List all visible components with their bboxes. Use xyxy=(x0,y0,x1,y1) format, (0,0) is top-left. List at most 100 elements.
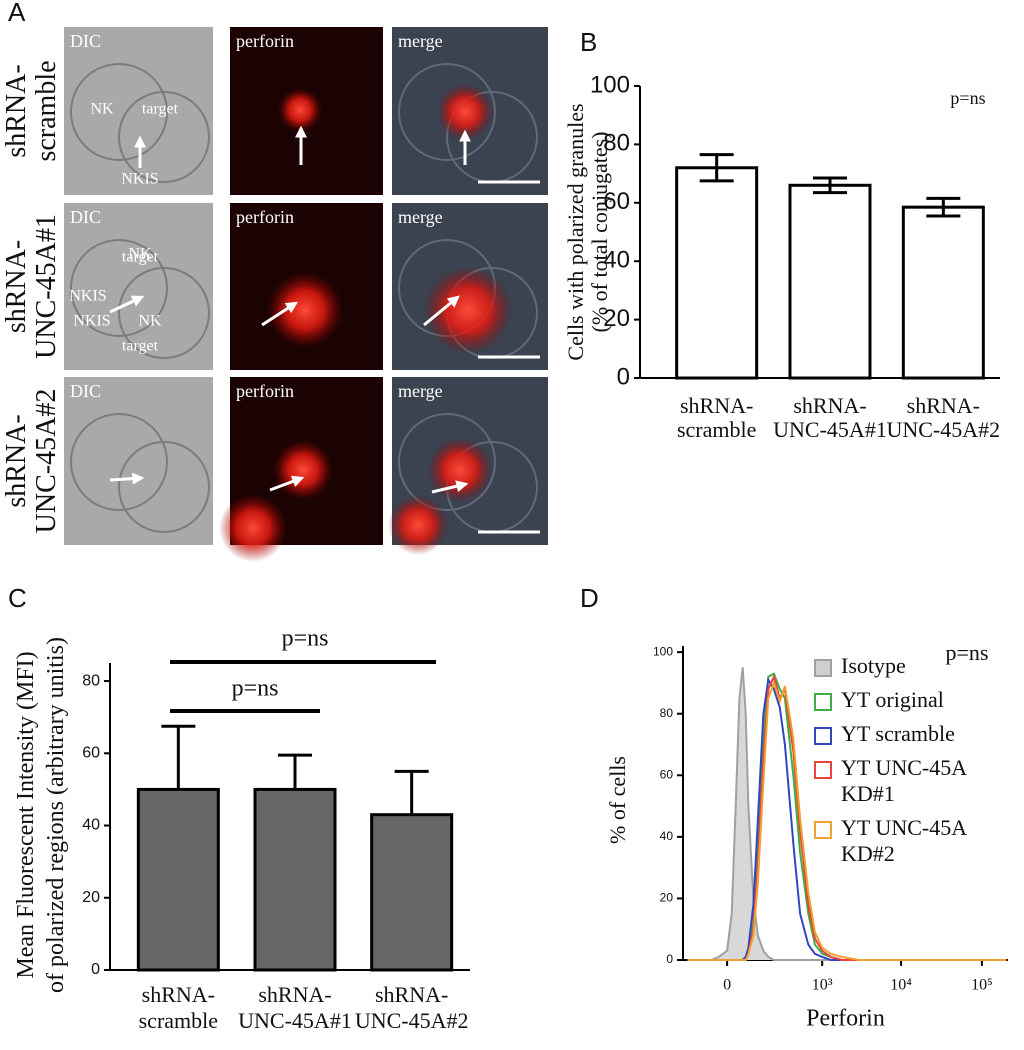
image-tile xyxy=(64,203,213,370)
cell-outline xyxy=(398,413,496,511)
y-tick-label: 60 xyxy=(82,745,100,762)
tile-label: DIC xyxy=(70,31,101,51)
error-bar xyxy=(926,196,961,218)
tile-label: merge xyxy=(398,381,443,401)
y-tick-label: 20 xyxy=(660,891,674,905)
y-tick-label: 0 xyxy=(617,363,630,390)
fluorescence xyxy=(273,440,333,500)
y-tick-label: 20 xyxy=(82,889,100,906)
arrow xyxy=(423,295,460,327)
arrow xyxy=(269,475,305,492)
panel-label: C xyxy=(8,583,27,613)
y-tick-label: 40 xyxy=(660,829,674,843)
tile-label: DIC xyxy=(70,207,101,227)
legend-label: Isotype xyxy=(841,653,906,678)
x-tick-label: 10⁵ xyxy=(971,977,993,994)
legend-swatch xyxy=(814,693,832,711)
legend-swatch xyxy=(814,821,832,839)
legend-label: YT scramble xyxy=(841,721,955,746)
fluorescence xyxy=(267,272,343,348)
y-tick-label: 40 xyxy=(82,817,100,834)
fluorescence xyxy=(437,84,493,140)
annotation: p=ns xyxy=(282,626,329,652)
bar xyxy=(370,813,454,972)
cell-annotation: NKIS xyxy=(73,313,110,330)
fluorescence xyxy=(424,266,512,354)
x-tick-label: shRNA-scramble xyxy=(139,982,218,1033)
arrow xyxy=(109,295,145,314)
tile-label: perforin xyxy=(236,207,294,227)
y-tick-label: 80 xyxy=(82,672,100,689)
error-bar xyxy=(161,724,196,790)
cell-annotation: NKIS xyxy=(69,288,106,305)
arrow xyxy=(261,301,299,327)
error-bar xyxy=(278,753,312,790)
cell-annotation: target xyxy=(122,249,159,266)
panel-label: A xyxy=(8,0,26,27)
cell-annotation: NK xyxy=(128,246,152,263)
tile-label: merge xyxy=(398,207,443,227)
tile-label: DIC xyxy=(70,381,101,401)
y-tick-label: 60 xyxy=(660,767,674,781)
fluorescence xyxy=(219,494,287,562)
legend-swatch xyxy=(814,727,832,745)
series-line xyxy=(687,679,1007,961)
cell-outline xyxy=(118,91,210,183)
cell-outline xyxy=(118,441,210,533)
bar xyxy=(136,787,220,972)
y-axis-label: Cells with polarized granules(% of total… xyxy=(563,103,612,360)
cell-annotation: target xyxy=(142,101,179,118)
legend-swatch xyxy=(814,659,832,677)
y-tick-label: 0 xyxy=(91,961,100,978)
image-tile xyxy=(64,377,213,545)
y-axis-label: Mean Fluorescent Intensity (MFI) of polar… xyxy=(13,637,69,993)
bar xyxy=(675,166,759,380)
legend-label: YT UNC-45A KD#1 xyxy=(841,755,967,806)
bar xyxy=(901,205,985,380)
legend-label: YT UNC-45A KD#2 xyxy=(841,815,967,866)
row-label: shRNA-UNC-45A#2 xyxy=(1,389,62,534)
y-tick-label: 80 xyxy=(660,706,674,720)
row-label: shRNA-UNC-45A#1 xyxy=(1,214,62,359)
panel-label: B xyxy=(580,27,597,57)
cell-outline xyxy=(70,63,168,161)
x-tick-label: 0 xyxy=(723,977,731,994)
cell-outline xyxy=(118,267,210,359)
cell-annotation: target xyxy=(122,338,159,355)
arrow xyxy=(431,480,469,494)
cell-annotation: NK xyxy=(138,313,162,330)
y-tick-label: 20 xyxy=(603,305,630,332)
y-tick-label: 100 xyxy=(590,71,630,98)
bar xyxy=(788,183,872,380)
error-bar xyxy=(394,769,429,815)
annotation: p=ns xyxy=(950,88,985,108)
y-tick-label: 40 xyxy=(603,247,630,274)
fluorescence xyxy=(428,438,492,502)
x-tick-label: 10³ xyxy=(812,977,833,994)
y-tick-label: 100 xyxy=(653,644,673,658)
y-tick-label: 60 xyxy=(603,188,630,215)
tile-label: perforin xyxy=(236,31,294,51)
error-bar xyxy=(699,153,734,183)
y-axis-label: % of cells xyxy=(605,756,630,844)
x-tick-label: shRNA-UNC-45A#2 xyxy=(886,393,1000,442)
legend-label: YT original xyxy=(841,687,944,712)
x-tick-label: shRNA-UNC-45A#2 xyxy=(355,982,469,1033)
cell-annotation: NK xyxy=(90,101,114,118)
error-bar xyxy=(813,176,847,195)
panel-label: D xyxy=(580,583,599,613)
y-tick-label: 0 xyxy=(666,952,673,966)
cell-outline xyxy=(398,63,496,161)
tile-label: perforin xyxy=(236,381,294,401)
annotation: p=ns xyxy=(232,676,279,702)
fluorescence xyxy=(388,495,448,555)
x-tick-label: shRNA-UNC-45A#1 xyxy=(773,393,887,442)
row-label: shRNA-scramble xyxy=(1,60,62,161)
arrow xyxy=(109,472,145,485)
bar xyxy=(253,787,337,972)
x-tick-label: shRNA-scramble xyxy=(677,393,756,442)
cell-outline xyxy=(70,413,168,511)
x-tick-label: shRNA-UNC-45A#1 xyxy=(238,982,352,1033)
fluorescence xyxy=(278,88,322,132)
